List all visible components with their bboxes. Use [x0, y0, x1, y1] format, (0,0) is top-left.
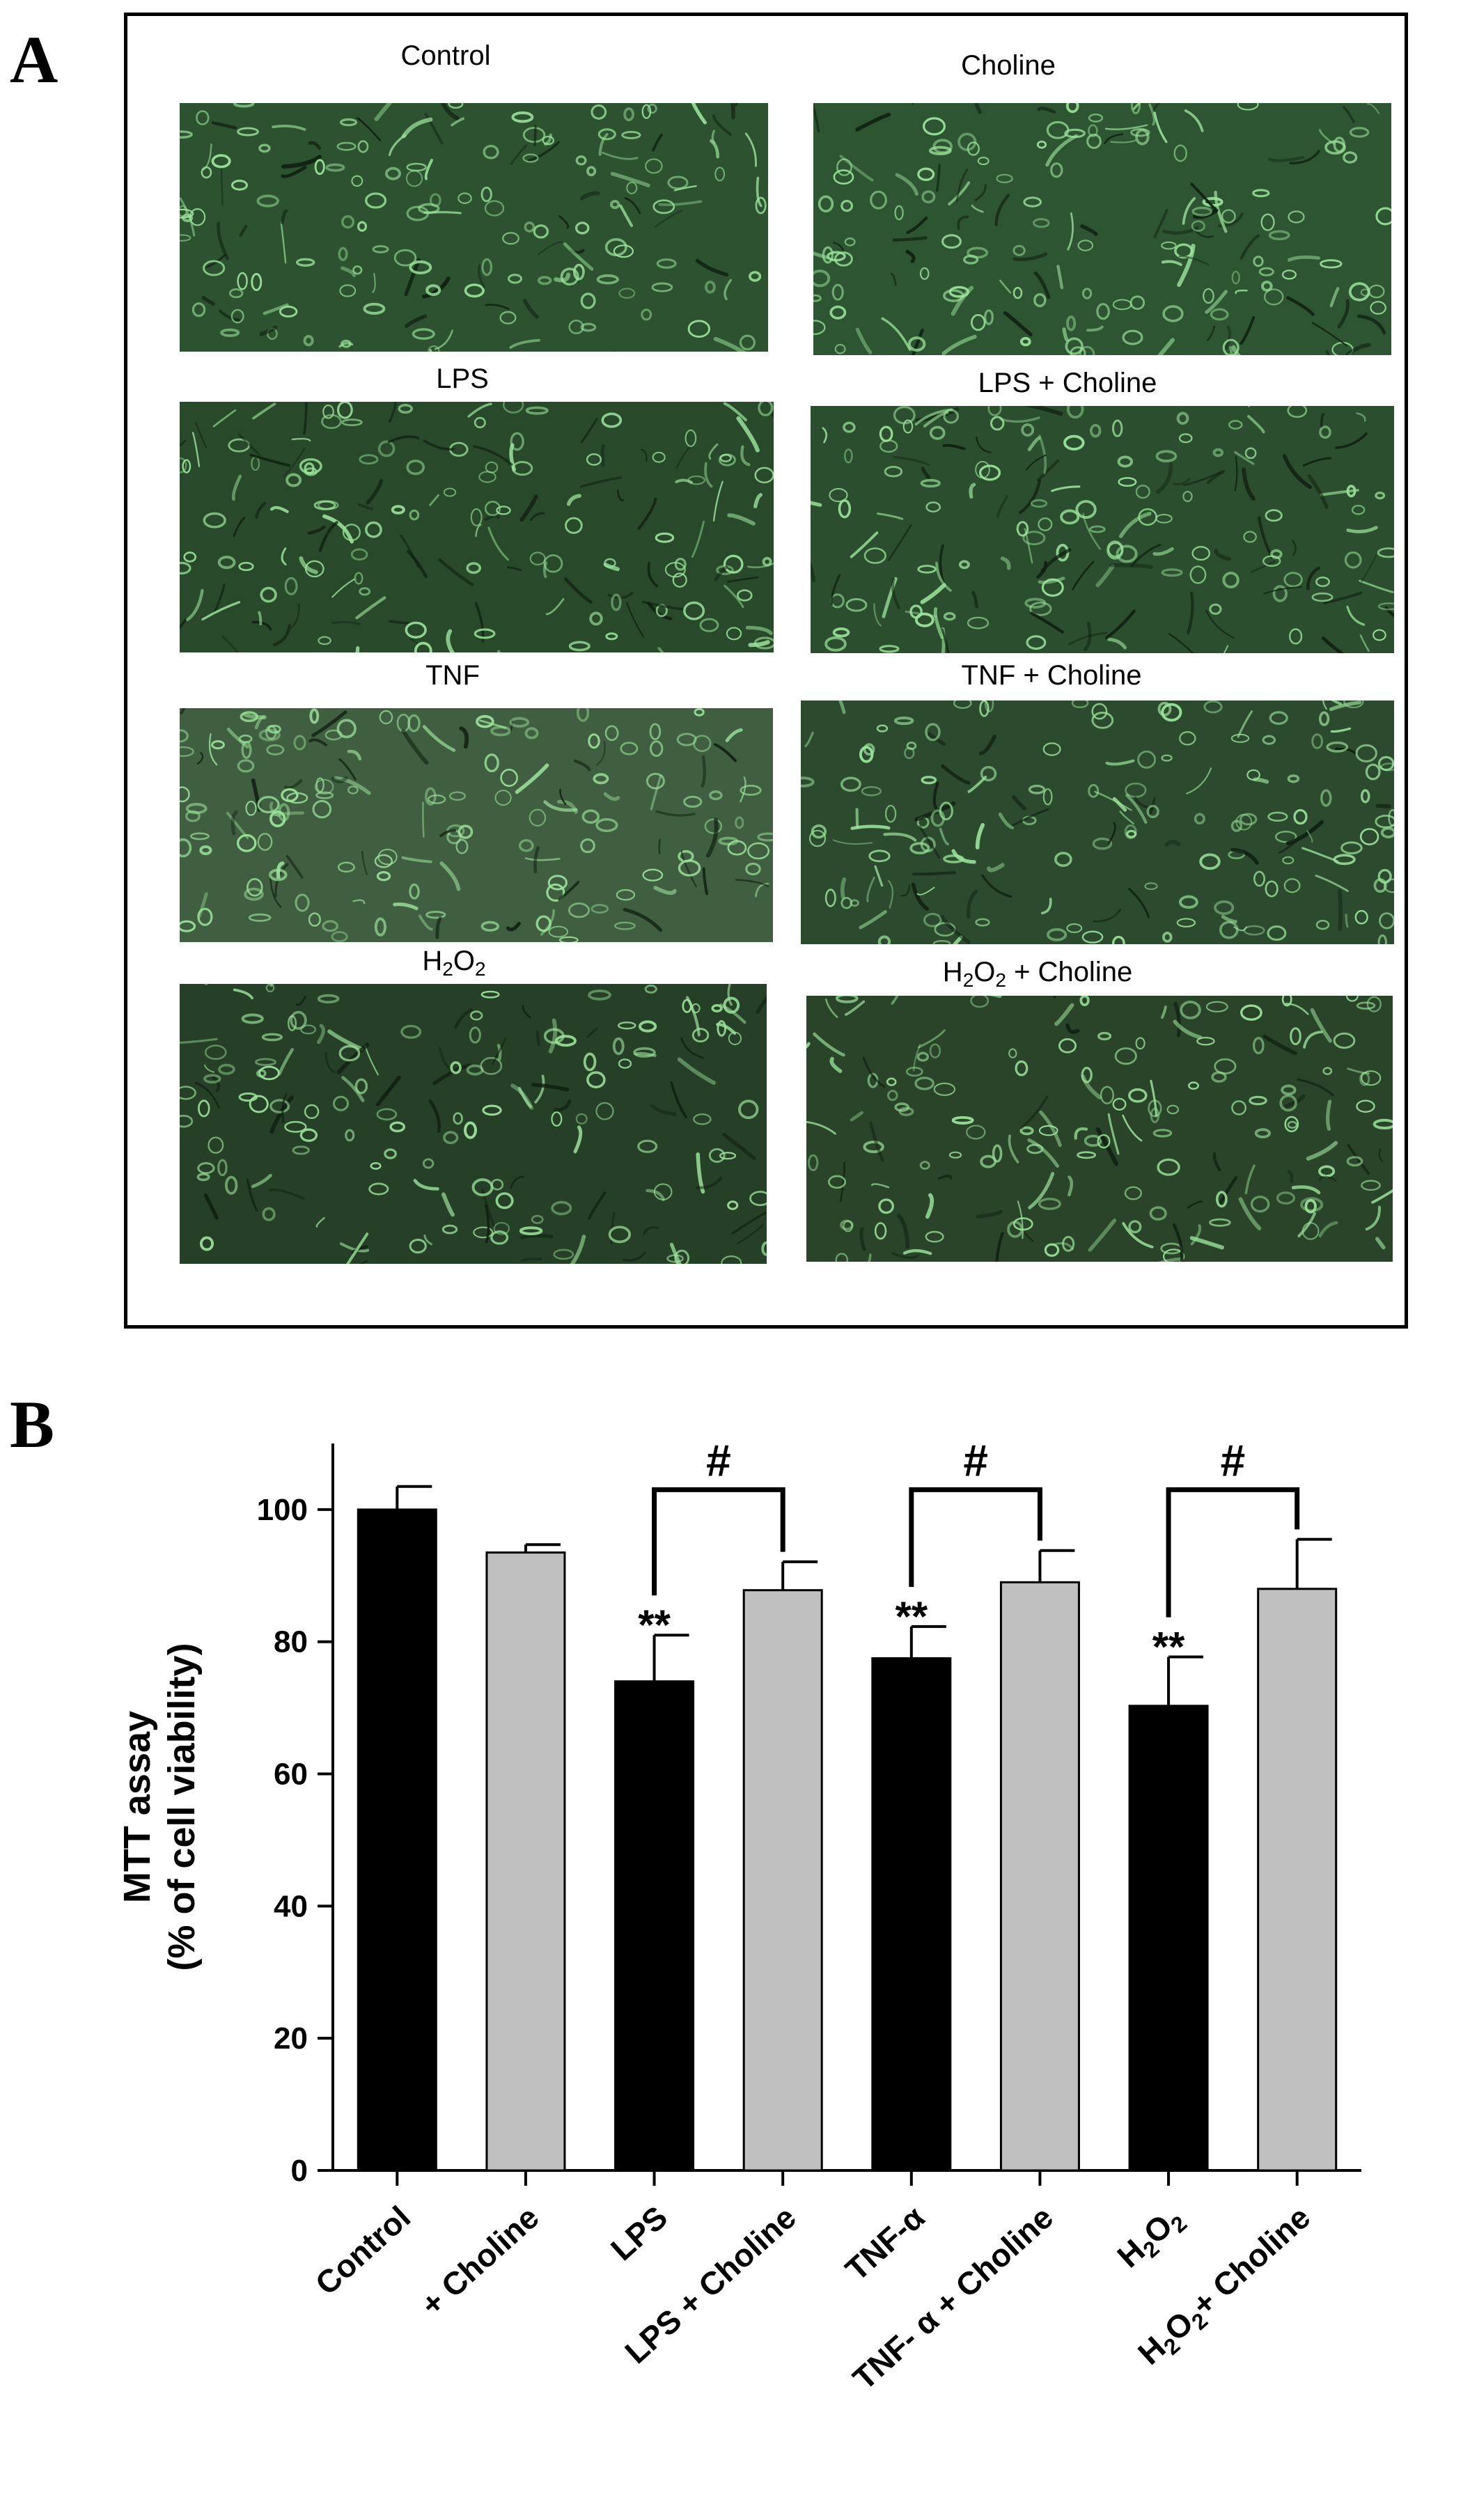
- micrograph-label-subscript: 2: [475, 958, 486, 980]
- micrograph-image: [801, 701, 1394, 944]
- micrograph-label: LPS + Choline: [978, 369, 1157, 397]
- micrograph-label-subscript: 2: [962, 969, 974, 991]
- micrograph-label-text: Choline: [961, 50, 1056, 81]
- bar: [485, 1551, 566, 2172]
- y-tick-label: 40: [274, 1889, 308, 1923]
- micrograph-image: [811, 406, 1394, 653]
- comparison-bracket: [1166, 1487, 1300, 1618]
- micrograph-image: [180, 984, 767, 1264]
- micrograph-label-text: + Choline: [1006, 957, 1133, 987]
- micrograph-label-text: TNF: [425, 660, 480, 691]
- bracket-hash-label: #: [963, 1435, 988, 1485]
- micrograph-label: H2O2 + Choline: [943, 958, 1132, 990]
- mtt-bar-chart: 0 20 40 60 80 100 MTT assay(% of cell viabilit…: [0, 1421, 1470, 2520]
- micrograph-label: TNF + Choline: [962, 662, 1142, 689]
- panel-b-letter: B: [10, 1387, 55, 1462]
- bar: [999, 1581, 1080, 2172]
- panel-a-frame: [124, 13, 1408, 1329]
- bar: [357, 1508, 437, 2172]
- micrograph-label: Choline: [961, 52, 1056, 79]
- bracket-hash-label: #: [706, 1435, 731, 1485]
- micrograph-label-text: O: [974, 957, 996, 987]
- significance-stars: **: [638, 1602, 671, 1648]
- micrograph-image: [813, 103, 1391, 355]
- x-category-label-text: Control: [308, 2199, 417, 2302]
- comparison-bracket: [909, 1487, 1042, 1587]
- chart-svg: 0 20 40 60 80 100 MTT assay(% of cell viabilit…: [116, 1435, 1361, 2397]
- micrograph-label: TNF: [425, 662, 480, 689]
- y-axis-label-line: (% of cell viability): [161, 1643, 203, 1971]
- y-tick-label: 20: [274, 2021, 308, 2056]
- micrograph-label-text: O: [453, 946, 476, 976]
- y-tick-label: 0: [291, 2154, 308, 2188]
- x-category-label: Control: [308, 2199, 417, 2302]
- bracket-hash-label: #: [1221, 1435, 1246, 1485]
- significance-stars: **: [1152, 1624, 1185, 1670]
- micrograph-image: [180, 103, 768, 352]
- bar: [1257, 1588, 1338, 2172]
- micrograph-label: H2O2: [422, 947, 485, 979]
- micrograph-label-text: LPS + Choline: [978, 368, 1157, 398]
- y-axis-label: MTT assay(% of cell viability): [116, 1643, 203, 1971]
- micrograph-label-subscript: 2: [995, 969, 1006, 991]
- bar: [614, 1680, 695, 2172]
- y-axis-label-line: MTT assay: [116, 1711, 158, 1903]
- x-category-label-text: + Choline: [1185, 2199, 1317, 2323]
- micrograph-label-text: LPS: [436, 363, 489, 394]
- y-tick-label: 80: [274, 1625, 308, 1659]
- micrograph-label: LPS: [436, 365, 489, 393]
- micrograph-label-text: H: [942, 957, 963, 987]
- x-category-label-text: TNF-α: [838, 2199, 932, 2288]
- x-category-label: + Choline: [414, 2199, 546, 2323]
- panel-a-letter: A: [10, 22, 58, 97]
- x-category-label-text: LPS: [604, 2199, 674, 2268]
- micrograph-label-text: TNF + Choline: [961, 660, 1142, 691]
- micrograph-image: [806, 996, 1393, 1262]
- micrograph-image: [180, 708, 773, 942]
- x-category-label: H2O2: [1110, 2199, 1191, 2278]
- micrograph-image: [180, 402, 774, 652]
- bar: [1128, 1705, 1209, 2172]
- x-category-label-text: + Choline: [414, 2199, 546, 2323]
- x-category-label: TNF-α: [838, 2199, 932, 2288]
- comparison-bracket: [652, 1487, 785, 1596]
- micrograph-label: Control: [401, 42, 491, 70]
- bar: [742, 1589, 823, 2172]
- bar: [871, 1657, 952, 2172]
- x-category-label: LPS: [604, 2199, 674, 2268]
- y-tick-label: 60: [274, 1758, 308, 1792]
- micrograph-label-text: H: [422, 946, 443, 976]
- significance-stars: **: [895, 1593, 928, 1640]
- micrograph-label-text: Control: [400, 40, 491, 71]
- y-tick-label: 100: [257, 1493, 308, 1527]
- micrograph-label-subscript: 2: [442, 958, 453, 980]
